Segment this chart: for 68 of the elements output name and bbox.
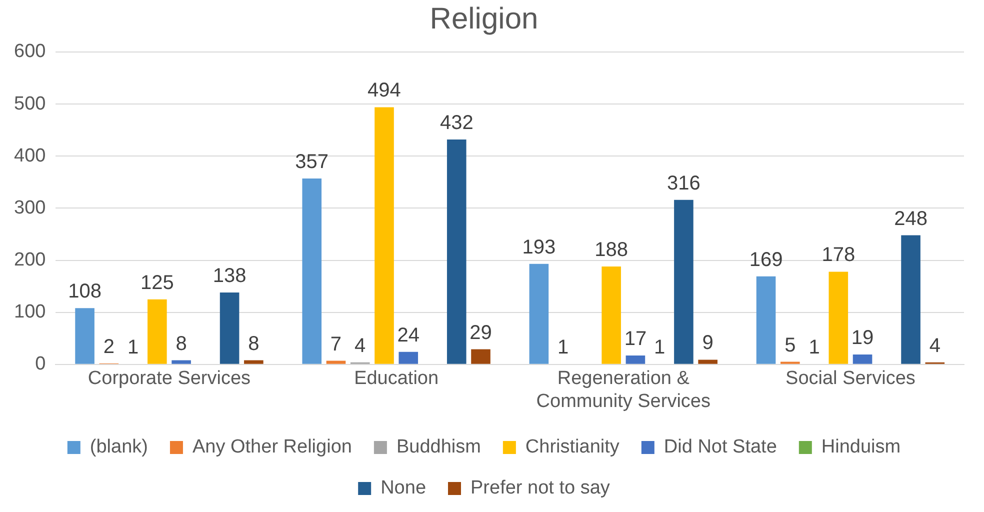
x-tick-label: Corporate Services [88,368,251,390]
bar [446,139,466,364]
bar [698,360,718,364]
bar [471,349,490,364]
legend-label: Buddhism [396,436,481,458]
data-label: 138 [212,265,246,288]
data-label: 5 [784,334,796,356]
bar [220,292,240,364]
bar [756,276,776,364]
data-label: 8 [248,332,260,355]
bar [326,360,346,364]
bar [302,178,322,364]
data-label: 29 [470,322,492,344]
x-tick-label: Social Services [786,368,916,390]
bar [148,299,167,364]
data-label: 19 [851,327,874,350]
legend-label: None [380,478,426,499]
data-label: 2 [103,336,114,358]
bar [75,308,94,364]
data-label: 169 [749,248,783,271]
data-label: 432 [440,112,474,134]
data-label: 108 [68,280,102,303]
legend-label: Did Not State [664,436,777,458]
x-tick-label: Education [354,368,439,390]
bar [244,360,264,364]
legend-label: Any Other Religion [192,436,352,458]
chart-title: Religion [430,2,538,36]
data-label: 4 [354,334,366,357]
data-label: 7 [330,333,342,356]
data-label: 357 [295,151,329,174]
data-label: 1 [127,336,139,358]
data-label: 188 [594,239,628,262]
bar [828,272,848,364]
data-label: 8 [176,332,187,355]
legend-label: (blank) [90,436,148,458]
data-label: 1 [808,336,820,358]
x-tick-label: Regeneration & Community Services [536,368,710,412]
bar [626,356,646,364]
data-label: 9 [702,332,714,354]
bar [602,266,621,364]
y-tick-label: 100 [14,302,46,323]
y-tick-label: 400 [14,145,46,166]
data-label: 1 [558,336,569,358]
legend-label: Christianity [525,436,620,458]
bar [674,200,694,364]
data-label: 17 [624,328,647,350]
data-label: 1 [654,336,666,358]
bar [852,354,872,364]
y-tick-label: 0 [35,354,46,375]
y-tick-label: 500 [14,93,46,114]
y-tick-label: 200 [14,250,46,270]
bar [172,360,191,364]
bar [398,352,418,364]
data-label: 4 [929,334,940,357]
data-label: 316 [667,172,700,194]
legend-label: Hinduism [821,436,901,458]
data-label: 125 [140,272,174,294]
data-label: 248 [894,208,928,230]
bar [901,235,920,364]
y-tick-label: 600 [14,41,46,62]
data-label: 494 [368,80,401,102]
data-label: 193 [522,236,556,258]
bar [374,107,394,364]
bar [529,264,549,364]
data-label: 24 [397,324,420,346]
legend-label: Prefer not to say [470,478,610,499]
y-tick-label: 300 [14,197,46,218]
data-label: 178 [822,244,856,266]
